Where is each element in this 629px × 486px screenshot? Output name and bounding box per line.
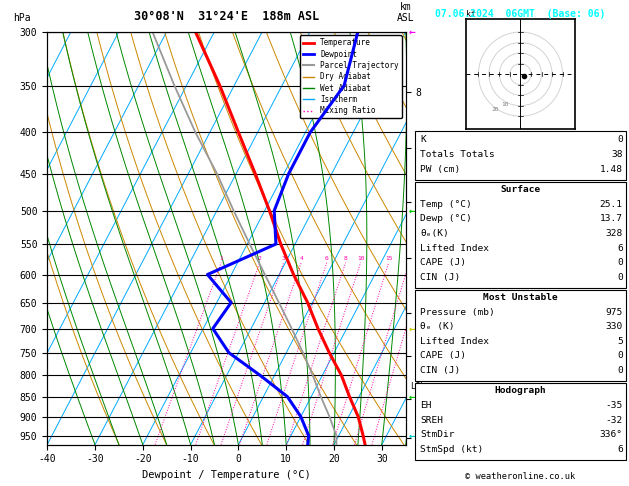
Y-axis label: Mixing Ratio (g/kg): Mixing Ratio (g/kg) xyxy=(423,187,432,289)
Text: 0: 0 xyxy=(617,366,623,375)
Text: 1.48: 1.48 xyxy=(599,165,623,174)
Text: kt: kt xyxy=(466,10,476,19)
Text: 07.06.2024  06GMT  (Base: 06): 07.06.2024 06GMT (Base: 06) xyxy=(435,9,606,19)
Text: 328: 328 xyxy=(606,229,623,238)
Text: 20: 20 xyxy=(491,107,499,112)
Text: 0: 0 xyxy=(617,258,623,267)
Text: StmSpd (kt): StmSpd (kt) xyxy=(420,445,484,454)
Text: 1: 1 xyxy=(220,256,223,260)
Text: Pressure (mb): Pressure (mb) xyxy=(420,308,495,317)
Text: Dewp (°C): Dewp (°C) xyxy=(420,214,472,224)
Legend: Temperature, Dewpoint, Parcel Trajectory, Dry Adiabat, Wet Adiabat, Isotherm, Mi: Temperature, Dewpoint, Parcel Trajectory… xyxy=(299,35,402,118)
Text: 10: 10 xyxy=(501,102,509,106)
Text: -32: -32 xyxy=(606,416,623,425)
Text: © weatheronline.co.uk: © weatheronline.co.uk xyxy=(465,472,576,481)
Text: LCL: LCL xyxy=(410,382,425,391)
Text: ←: ← xyxy=(409,324,416,333)
Text: 3: 3 xyxy=(282,256,286,260)
Text: PW (cm): PW (cm) xyxy=(420,165,460,174)
Text: 6: 6 xyxy=(325,256,328,260)
Text: km
ASL: km ASL xyxy=(397,2,415,23)
Text: 10: 10 xyxy=(357,256,364,260)
Text: Surface: Surface xyxy=(501,185,540,194)
Text: 0: 0 xyxy=(617,136,623,144)
Text: 38: 38 xyxy=(611,150,623,159)
Text: 25.1: 25.1 xyxy=(599,200,623,209)
Text: Hodograph: Hodograph xyxy=(494,386,547,396)
Text: ←: ← xyxy=(409,392,416,401)
Text: 6: 6 xyxy=(617,445,623,454)
Text: 975: 975 xyxy=(606,308,623,317)
Text: 330: 330 xyxy=(606,322,623,331)
Text: 5: 5 xyxy=(617,337,623,346)
Text: 13.7: 13.7 xyxy=(599,214,623,224)
Text: CAPE (J): CAPE (J) xyxy=(420,351,466,361)
Text: θₑ(K): θₑ(K) xyxy=(420,229,449,238)
Text: 6: 6 xyxy=(617,243,623,253)
Text: Totals Totals: Totals Totals xyxy=(420,150,495,159)
Text: 0: 0 xyxy=(617,351,623,361)
Text: 15: 15 xyxy=(385,256,392,260)
Text: θₑ (K): θₑ (K) xyxy=(420,322,455,331)
Text: 2: 2 xyxy=(258,256,262,260)
Text: CIN (J): CIN (J) xyxy=(420,366,460,375)
Text: hPa: hPa xyxy=(13,13,31,23)
Text: 4: 4 xyxy=(299,256,303,260)
Text: 0: 0 xyxy=(617,273,623,282)
Text: ←: ← xyxy=(409,206,416,216)
X-axis label: Dewpoint / Temperature (°C): Dewpoint / Temperature (°C) xyxy=(142,470,311,480)
Text: 336°: 336° xyxy=(599,430,623,439)
Text: ←: ← xyxy=(409,27,416,36)
Text: Temp (°C): Temp (°C) xyxy=(420,200,472,209)
Text: CAPE (J): CAPE (J) xyxy=(420,258,466,267)
Text: SREH: SREH xyxy=(420,416,443,425)
Text: Lifted Index: Lifted Index xyxy=(420,337,489,346)
Text: 30°08'N  31°24'E  188m ASL: 30°08'N 31°24'E 188m ASL xyxy=(134,10,319,23)
Text: Most Unstable: Most Unstable xyxy=(483,293,558,302)
Text: K: K xyxy=(420,136,426,144)
Text: CIN (J): CIN (J) xyxy=(420,273,460,282)
Text: 8: 8 xyxy=(343,256,347,260)
Text: ←: ← xyxy=(409,431,416,441)
Text: EH: EH xyxy=(420,401,431,410)
Text: -35: -35 xyxy=(606,401,623,410)
Text: StmDir: StmDir xyxy=(420,430,455,439)
Text: Lifted Index: Lifted Index xyxy=(420,243,489,253)
